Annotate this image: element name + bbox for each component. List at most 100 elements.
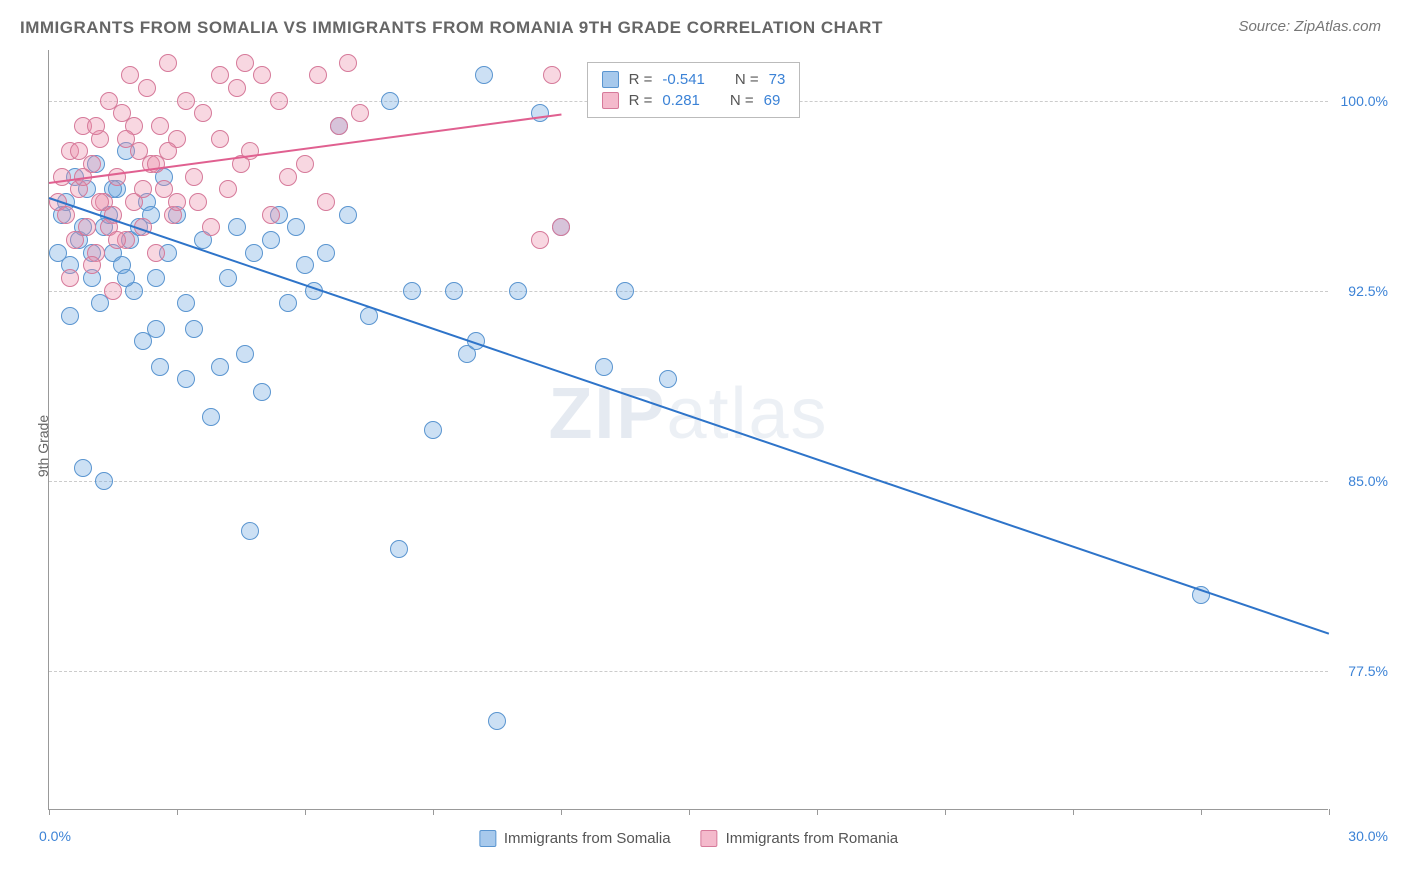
data-point <box>159 54 177 72</box>
legend-item-somalia: Immigrants from Somalia <box>479 830 671 847</box>
data-point <box>381 92 399 110</box>
data-point <box>595 358 613 376</box>
data-point <box>253 383 271 401</box>
data-point <box>147 244 165 262</box>
x-tick <box>945 809 946 815</box>
data-point <box>339 206 357 224</box>
data-point <box>177 92 195 110</box>
x-tick <box>1329 809 1330 815</box>
data-point <box>270 92 288 110</box>
data-point <box>87 117 105 135</box>
swatch-icon <box>602 71 619 88</box>
data-point <box>253 66 271 84</box>
data-point <box>616 282 634 300</box>
data-point <box>70 142 88 160</box>
data-point <box>475 66 493 84</box>
swatch-icon <box>701 830 718 847</box>
data-point <box>390 540 408 558</box>
r-value: 0.281 <box>662 92 700 109</box>
data-point <box>351 104 369 122</box>
data-point <box>202 408 220 426</box>
x-tick <box>689 809 690 815</box>
y-tick-label: 100.0% <box>1341 93 1388 109</box>
data-point <box>317 193 335 211</box>
data-point <box>211 358 229 376</box>
data-point <box>236 345 254 363</box>
data-point <box>61 307 79 325</box>
legend-label: Immigrants from Romania <box>726 830 899 847</box>
data-point <box>134 180 152 198</box>
swatch-icon <box>602 92 619 109</box>
data-point <box>317 244 335 262</box>
data-point <box>445 282 463 300</box>
data-point <box>509 282 527 300</box>
data-point <box>83 256 101 274</box>
data-point <box>552 218 570 236</box>
legend-label: Immigrants from Somalia <box>504 830 671 847</box>
data-point <box>424 421 442 439</box>
data-point <box>57 206 75 224</box>
x-min-label: 0.0% <box>39 828 71 844</box>
r-label: R = <box>629 92 653 109</box>
data-point <box>228 218 246 236</box>
data-point <box>108 231 126 249</box>
data-point <box>309 66 327 84</box>
legend-stat-row: R = 0.281 N = 69 <box>602 90 786 111</box>
data-point <box>219 180 237 198</box>
data-point <box>108 168 126 186</box>
data-point <box>279 168 297 186</box>
data-point <box>177 294 195 312</box>
data-point <box>287 218 305 236</box>
data-point <box>330 117 348 135</box>
data-point <box>219 269 237 287</box>
r-value: -0.541 <box>662 71 705 88</box>
x-tick <box>433 809 434 815</box>
data-point <box>147 269 165 287</box>
data-point <box>659 370 677 388</box>
data-point <box>531 231 549 249</box>
n-value: 69 <box>764 92 781 109</box>
n-label: N = <box>735 71 759 88</box>
data-point <box>151 117 169 135</box>
data-point <box>531 104 549 122</box>
data-point <box>236 54 254 72</box>
source-label: Source: ZipAtlas.com <box>1238 18 1381 35</box>
gridline <box>49 291 1328 292</box>
y-tick-label: 92.5% <box>1348 283 1388 299</box>
legend-stat-row: R =-0.541N =73 <box>602 69 786 90</box>
data-point <box>488 712 506 730</box>
n-label: N = <box>730 92 754 109</box>
x-tick <box>177 809 178 815</box>
y-tick-label: 77.5% <box>1348 663 1388 679</box>
data-point <box>211 130 229 148</box>
data-point <box>151 358 169 376</box>
data-point <box>403 282 421 300</box>
data-point <box>241 522 259 540</box>
gridline <box>49 671 1328 672</box>
data-point <box>147 320 165 338</box>
data-point <box>262 231 280 249</box>
data-point <box>296 256 314 274</box>
data-point <box>121 66 139 84</box>
data-point <box>543 66 561 84</box>
swatch-icon <box>479 830 496 847</box>
data-point <box>339 54 357 72</box>
x-tick <box>49 809 50 815</box>
data-point <box>262 206 280 224</box>
data-point <box>296 155 314 173</box>
data-point <box>185 320 203 338</box>
x-tick <box>305 809 306 815</box>
chart-title: IMMIGRANTS FROM SOMALIA VS IMMIGRANTS FR… <box>20 18 883 38</box>
legend-bottom: Immigrants from Somalia Immigrants from … <box>479 830 898 847</box>
data-point <box>189 193 207 211</box>
gridline <box>49 481 1328 482</box>
data-point <box>202 218 220 236</box>
data-point <box>61 269 79 287</box>
data-point <box>194 104 212 122</box>
trend-line <box>49 197 1330 635</box>
data-point <box>279 294 297 312</box>
legend-item-romania: Immigrants from Romania <box>701 830 899 847</box>
data-point <box>104 282 122 300</box>
data-point <box>117 130 135 148</box>
data-point <box>228 79 246 97</box>
